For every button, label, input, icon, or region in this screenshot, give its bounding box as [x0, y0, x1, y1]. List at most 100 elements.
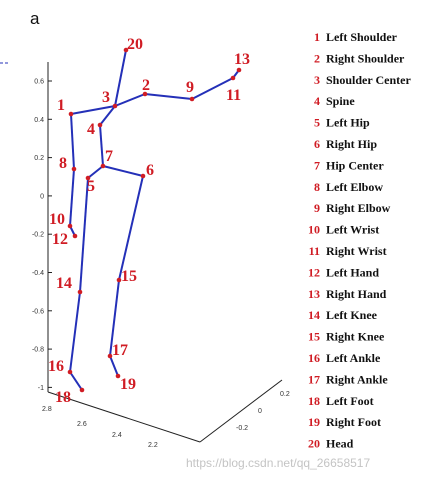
- watermark: https://blog.csdn.net/qq_26658517: [186, 456, 370, 470]
- legend-number-17: 17: [308, 372, 320, 386]
- depth-tick-label: 2.8: [42, 406, 52, 413]
- legend-number-6: 6: [314, 137, 320, 151]
- legend-name-13: Right Hand: [326, 287, 387, 301]
- joint-number-5: 5: [87, 178, 95, 195]
- depth-tick-label: 2.2: [148, 442, 158, 449]
- legend-number-8: 8: [314, 180, 320, 194]
- bone-7-5: [87, 165, 104, 179]
- joint-number-1: 1: [57, 97, 65, 114]
- joint-number-15: 15: [121, 268, 137, 285]
- joint-marker-11: [230, 75, 236, 81]
- bone-14-16: [69, 291, 81, 373]
- legend-number-18: 18: [308, 394, 320, 408]
- skeleton-bones: [69, 49, 240, 391]
- joint-number-16: 16: [48, 358, 64, 375]
- bone-8-10: [69, 168, 75, 227]
- legend-number-12: 12: [308, 265, 320, 279]
- bone-16-18: [69, 371, 83, 391]
- joint-number-14: 14: [56, 275, 72, 292]
- axes-box: [47, 62, 283, 443]
- legend-name-20: Head: [326, 437, 354, 451]
- legend-name-10: Left Wrist: [326, 223, 379, 237]
- joint-number-12: 12: [52, 231, 68, 248]
- legend-name-6: Right Hip: [326, 137, 377, 151]
- joint-legend: 1 Left Shoulder 2 Right Shoulder 3 Shoulder C…: [308, 30, 411, 451]
- depth-tick-label: 2.4: [112, 432, 122, 439]
- joint-marker-4: [97, 122, 103, 128]
- bone-3-4: [99, 105, 116, 126]
- bone-3-1: [70, 105, 116, 115]
- legend-number-3: 3: [314, 73, 320, 87]
- joint-marker-6: [140, 173, 146, 179]
- vertical-tick-label: 0.6: [34, 79, 44, 86]
- legend-name-17: Right Ankle: [326, 372, 388, 386]
- side-tick-label: 0.2: [280, 391, 290, 398]
- joint-marker-16: [67, 369, 73, 375]
- vertical-tick-label: -0.8: [32, 347, 44, 354]
- vertical-tick-label: -0.6: [32, 308, 44, 315]
- joint-marker-17: [107, 353, 113, 359]
- joint-number-11: 11: [226, 87, 241, 104]
- side-axis: [199, 379, 283, 443]
- bone-1-8: [70, 113, 75, 170]
- legend-name-1: Left Shoulder: [326, 30, 398, 44]
- bone-15-17: [109, 279, 120, 357]
- joint-marker-5: [85, 175, 91, 181]
- joint-number-6: 6: [146, 162, 154, 179]
- legend-name-2: Right Shoulder: [326, 51, 405, 65]
- bone-20-3: [114, 49, 127, 107]
- legend-number-13: 13: [308, 287, 320, 301]
- legend-number-19: 19: [308, 415, 320, 429]
- joint-number-8: 8: [59, 155, 67, 172]
- vertical-tick-label: 0: [40, 193, 44, 200]
- bone-9-11: [191, 77, 234, 100]
- vertical-tick-label: -0.4: [32, 270, 44, 277]
- joint-marker-7: [100, 163, 106, 169]
- bone-17-19: [109, 355, 119, 377]
- legend-number-16: 16: [308, 351, 320, 365]
- legend-number-11: 11: [309, 244, 320, 258]
- joint-number-2: 2: [142, 77, 150, 94]
- joint-number-10: 10: [49, 211, 65, 228]
- joint-marker-10: [67, 223, 73, 229]
- joint-marker-1: [68, 111, 74, 117]
- joint-marker-15: [116, 277, 122, 283]
- side-tick-label: -0.2: [236, 425, 248, 432]
- joint-number-4: 4: [87, 121, 95, 138]
- vertical-ticks: 0.6 0.4 0.2 0 -0.2 -0.4 -0.6 -0.8 -1: [32, 79, 52, 392]
- legend-number-15: 15: [308, 330, 320, 344]
- joint-marker-18: [79, 387, 85, 393]
- legend-name-14: Left Knee: [326, 308, 378, 322]
- side-tick-label: 0: [258, 408, 262, 415]
- legend-name-5: Left Hip: [326, 116, 370, 130]
- depth-tick-label: 2.6: [77, 421, 87, 428]
- bone-4-7: [99, 124, 104, 167]
- legend-number-1: 1: [314, 30, 320, 44]
- legend-name-9: Right Elbow: [326, 201, 391, 215]
- joint-number-7: 7: [105, 148, 113, 165]
- vertical-tick-label: -0.2: [32, 232, 44, 239]
- joint-number-13: 13: [234, 51, 250, 68]
- joint-marker-8: [71, 166, 77, 172]
- legend-name-4: Spine: [326, 94, 355, 108]
- legend-name-18: Left Foot: [326, 394, 374, 408]
- side-ticks: 0.2 0 -0.2: [236, 391, 290, 432]
- joint-marker-2: [142, 91, 148, 97]
- skeleton-joints: [67, 47, 242, 393]
- legend-number-20: 20: [308, 437, 320, 451]
- legend-number-7: 7: [314, 158, 320, 172]
- panel-label: a: [30, 9, 40, 28]
- joint-number-20: 20: [127, 36, 143, 53]
- legend-name-16: Left Ankle: [326, 351, 381, 365]
- joint-marker-13: [236, 67, 242, 73]
- bone-2-9: [144, 93, 193, 100]
- bone-5-14: [79, 177, 89, 293]
- legend-name-19: Right Foot: [326, 415, 381, 429]
- joint-marker-20: [123, 47, 129, 53]
- depth-ticks: 2.8 2.6 2.4 2.2: [42, 406, 158, 449]
- joint-marker-14: [77, 289, 83, 295]
- legend-number-2: 2: [314, 51, 320, 65]
- legend-number-10: 10: [308, 223, 320, 237]
- bone-6-15: [118, 175, 144, 281]
